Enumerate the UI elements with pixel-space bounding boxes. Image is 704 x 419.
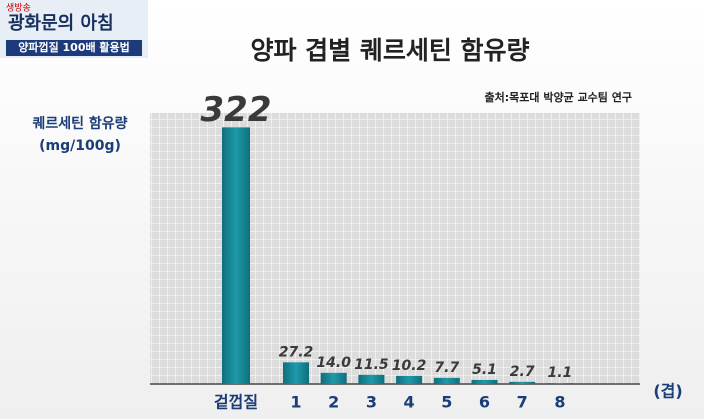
value-label: 322 — [201, 90, 272, 130]
x-tick-label: 1 — [290, 393, 301, 412]
value-label: 7.7 — [434, 360, 459, 376]
value-label: 2.7 — [510, 364, 535, 380]
bar — [396, 375, 423, 384]
x-tick-label: 4 — [404, 393, 415, 412]
bar — [358, 374, 385, 384]
bar — [546, 383, 573, 384]
chart-title: 양파 겹별 퀘르세틴 함유량 — [250, 36, 529, 65]
value-label: 5.1 — [472, 362, 497, 378]
x-axis-label: (겹) — [653, 382, 682, 401]
x-tick-label: 5 — [441, 393, 452, 412]
value-label: 10.2 — [392, 358, 427, 374]
x-tick-label: 6 — [479, 393, 490, 412]
bar — [222, 127, 250, 385]
bar — [509, 381, 536, 384]
x-tick-label: 8 — [554, 393, 565, 412]
x-tick-label: 겉껍질 — [214, 393, 258, 412]
logo-topic: 양파껍질 100배 활용법 — [18, 40, 130, 54]
y-axis-label: 퀘르세틴 함유량 — [32, 115, 127, 132]
logo-show: 광화문의 아침 — [8, 13, 114, 34]
bar — [283, 362, 309, 384]
x-tick-label: 7 — [517, 393, 528, 412]
logo-badge: 생방송 — [6, 3, 31, 14]
value-label: 11.5 — [354, 357, 389, 373]
bar — [471, 379, 498, 384]
source: 출처:목포대 박양균 교수팀 연구 — [485, 90, 632, 104]
bar — [320, 372, 347, 384]
value-label: 1.1 — [547, 365, 572, 381]
value-label: 27.2 — [279, 344, 314, 360]
bar — [433, 377, 460, 384]
y-axis-label: (mg/100g) — [39, 138, 121, 154]
x-tick-label: 2 — [328, 393, 339, 412]
value-label: 14.0 — [316, 355, 351, 371]
logo: 생방송 광화문의 아침 양파껍질 100배 활용법 — [0, 0, 148, 58]
x-tick-label: 3 — [366, 393, 377, 412]
logo-bar — [6, 40, 142, 56]
